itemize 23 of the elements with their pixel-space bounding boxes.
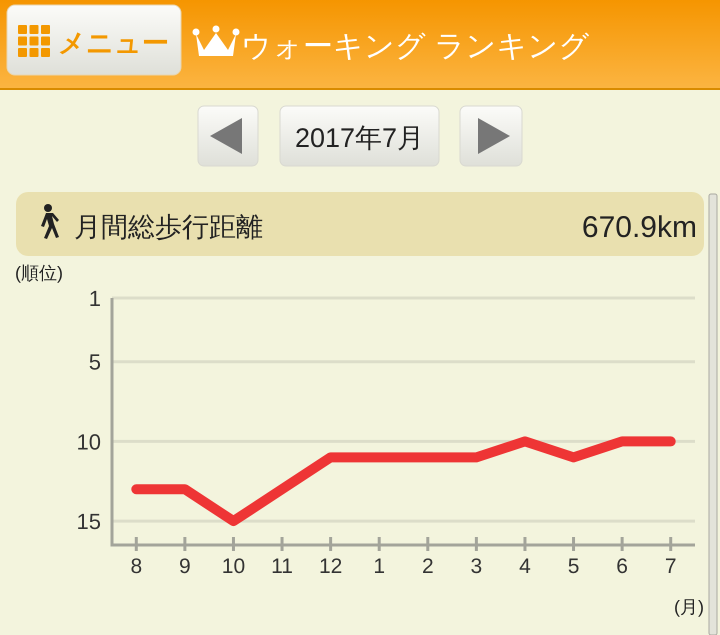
x-tick-label: 2 <box>422 555 434 578</box>
y-tick-label: 5 <box>88 350 101 375</box>
x-tick-label: 11 <box>271 555 293 578</box>
y-axis-title: (順位) <box>15 263 63 283</box>
x-tick-label: 1 <box>373 555 386 578</box>
text: 月間総歩行距離 <box>74 212 263 242</box>
text: メニュー <box>58 28 169 58</box>
x-tick-label: 7 <box>664 555 677 578</box>
x-tick-label: 5 <box>568 555 580 578</box>
y-tick-label: 15 <box>76 509 101 534</box>
x-axis-title: (月) <box>674 597 704 617</box>
x-tick-label: 3 <box>470 555 482 578</box>
text: 670.9km <box>582 211 697 244</box>
x-tick-label: 12 <box>318 555 342 578</box>
y-tick-label: 1 <box>88 286 101 311</box>
x-tick-label: 8 <box>130 555 142 578</box>
x-tick-label: 9 <box>179 555 191 578</box>
y-tick-label: 10 <box>76 429 101 454</box>
chart-subtitle: 2017年7月 <box>294 123 424 153</box>
x-tick-label: 10 <box>222 555 246 578</box>
x-tick-label: 4 <box>519 555 532 578</box>
chart-title: ウォーキング ランキング <box>241 30 590 63</box>
x-tick-label: 6 <box>616 555 628 578</box>
